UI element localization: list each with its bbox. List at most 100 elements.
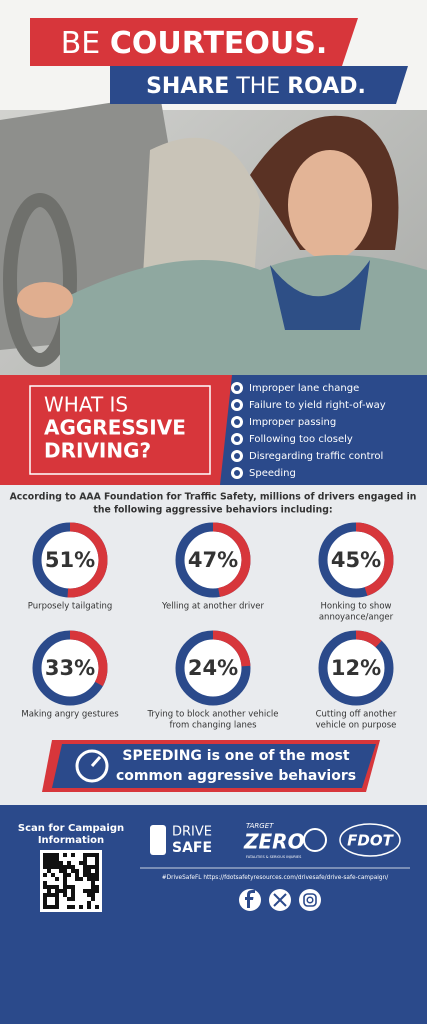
donut-label: 51% (45, 548, 95, 572)
logo-text: ZERO (243, 830, 305, 854)
qr-cell (67, 897, 71, 901)
url[interactable]: https://fdotsafetyresources.com/drivesaf… (203, 875, 388, 881)
donut-face (33, 523, 107, 597)
definition-heading: DRIVING? (44, 439, 151, 463)
qr-cell (63, 873, 67, 877)
qr-cell (67, 885, 71, 889)
instagram-icon[interactable] (299, 889, 321, 911)
item-icon-inner (234, 385, 240, 391)
qr-cell (43, 881, 47, 885)
donut-caption: annoyance/anger (319, 613, 394, 623)
definition-frame (29, 385, 211, 475)
qr-cell (79, 861, 83, 865)
qr-cell (91, 877, 95, 881)
qr-cell (43, 897, 47, 901)
fdot-oval (339, 823, 401, 857)
logo-text: FDOT (347, 832, 394, 850)
qr-cell (47, 861, 51, 865)
qr-cell (59, 861, 63, 865)
qr-cell (63, 881, 67, 885)
qr-cell (55, 865, 59, 869)
qr-cell (55, 901, 59, 905)
qr-cell (71, 893, 75, 897)
qr-cell (59, 889, 63, 893)
face (288, 150, 372, 260)
qr-cell (43, 893, 47, 897)
qr-cell (71, 889, 75, 893)
x-glyph (273, 893, 287, 907)
item-icon-inner (234, 470, 240, 476)
donut-arc (32, 630, 108, 706)
qr-cell (47, 869, 51, 873)
qr-cell (95, 873, 99, 877)
qr-cell (43, 873, 47, 877)
donut-arc (175, 630, 251, 706)
facebook-glyph (245, 890, 255, 908)
hand (17, 282, 73, 318)
qr-cell (91, 885, 95, 889)
qr-cell (87, 901, 91, 905)
qr-cell (55, 885, 59, 889)
qr-cell (71, 869, 75, 873)
item-text: Speeding (249, 468, 296, 479)
definition-heading-bg (0, 375, 232, 485)
qr-cell (91, 881, 95, 885)
qr-cell (83, 889, 87, 893)
qr-cell (71, 865, 75, 869)
qr-cell (51, 873, 55, 877)
donut-face (176, 631, 250, 705)
qr-cell (63, 877, 67, 881)
qr-cell (87, 893, 91, 897)
qr-cell (95, 885, 99, 889)
qr-cell (47, 889, 51, 893)
title-word: ROAD. (287, 74, 366, 99)
zero-icon (303, 828, 327, 852)
donut-caption: Yelling at another driver (161, 602, 265, 612)
qr-cell (63, 885, 67, 889)
qr-cell (91, 853, 95, 857)
qr-cell (55, 861, 59, 865)
qr-cell (51, 905, 55, 909)
qr-cell (43, 861, 47, 865)
donut-arc (32, 522, 108, 598)
item-text: Disregarding traffic control (249, 451, 383, 462)
speeding-bold: SPEEDING (122, 748, 202, 764)
qr-cell (43, 853, 47, 857)
title-word: COURTEOUS. (110, 26, 327, 61)
qr-cell (67, 905, 71, 909)
donut-label: 33% (45, 656, 95, 680)
qr-cell (87, 853, 91, 857)
donut-face (33, 631, 107, 705)
instagram-glyph (306, 896, 314, 904)
qr-cell (59, 869, 63, 873)
qr-cell (95, 857, 99, 861)
logo-text: DRIVE (172, 825, 212, 840)
qr-cell (63, 889, 67, 893)
speeding-text: common aggressive behaviors (116, 768, 356, 784)
title-line-1: BE COURTEOUS. (61, 26, 328, 61)
qr-cell (47, 905, 51, 909)
donut-label: 12% (331, 656, 381, 680)
qr-cell (51, 861, 55, 865)
qr-cell (95, 869, 99, 873)
footer (0, 805, 427, 1024)
qr-cell (95, 865, 99, 869)
title-word: SHARE (146, 74, 229, 99)
qr-cell (75, 877, 79, 881)
qr-cell (63, 853, 67, 857)
qr-cell (83, 861, 87, 865)
definition-heading: AGGRESSIVE (44, 416, 186, 440)
intro-text: the following aggressive behaviors inclu… (93, 505, 332, 516)
speeding-banner (52, 744, 376, 788)
qr-cell (55, 897, 59, 901)
qr-cell (83, 853, 87, 857)
qr-cell (51, 865, 55, 869)
donut-caption: Purposely tailgating (28, 602, 113, 612)
donut-face (319, 631, 393, 705)
item-icon-inner (234, 436, 240, 442)
donut-face (176, 523, 250, 597)
qr-cell (51, 885, 55, 889)
title-line-2: SHARE THE ROAD. (146, 74, 366, 99)
qr-cell (59, 865, 63, 869)
qr-cell (55, 893, 59, 897)
